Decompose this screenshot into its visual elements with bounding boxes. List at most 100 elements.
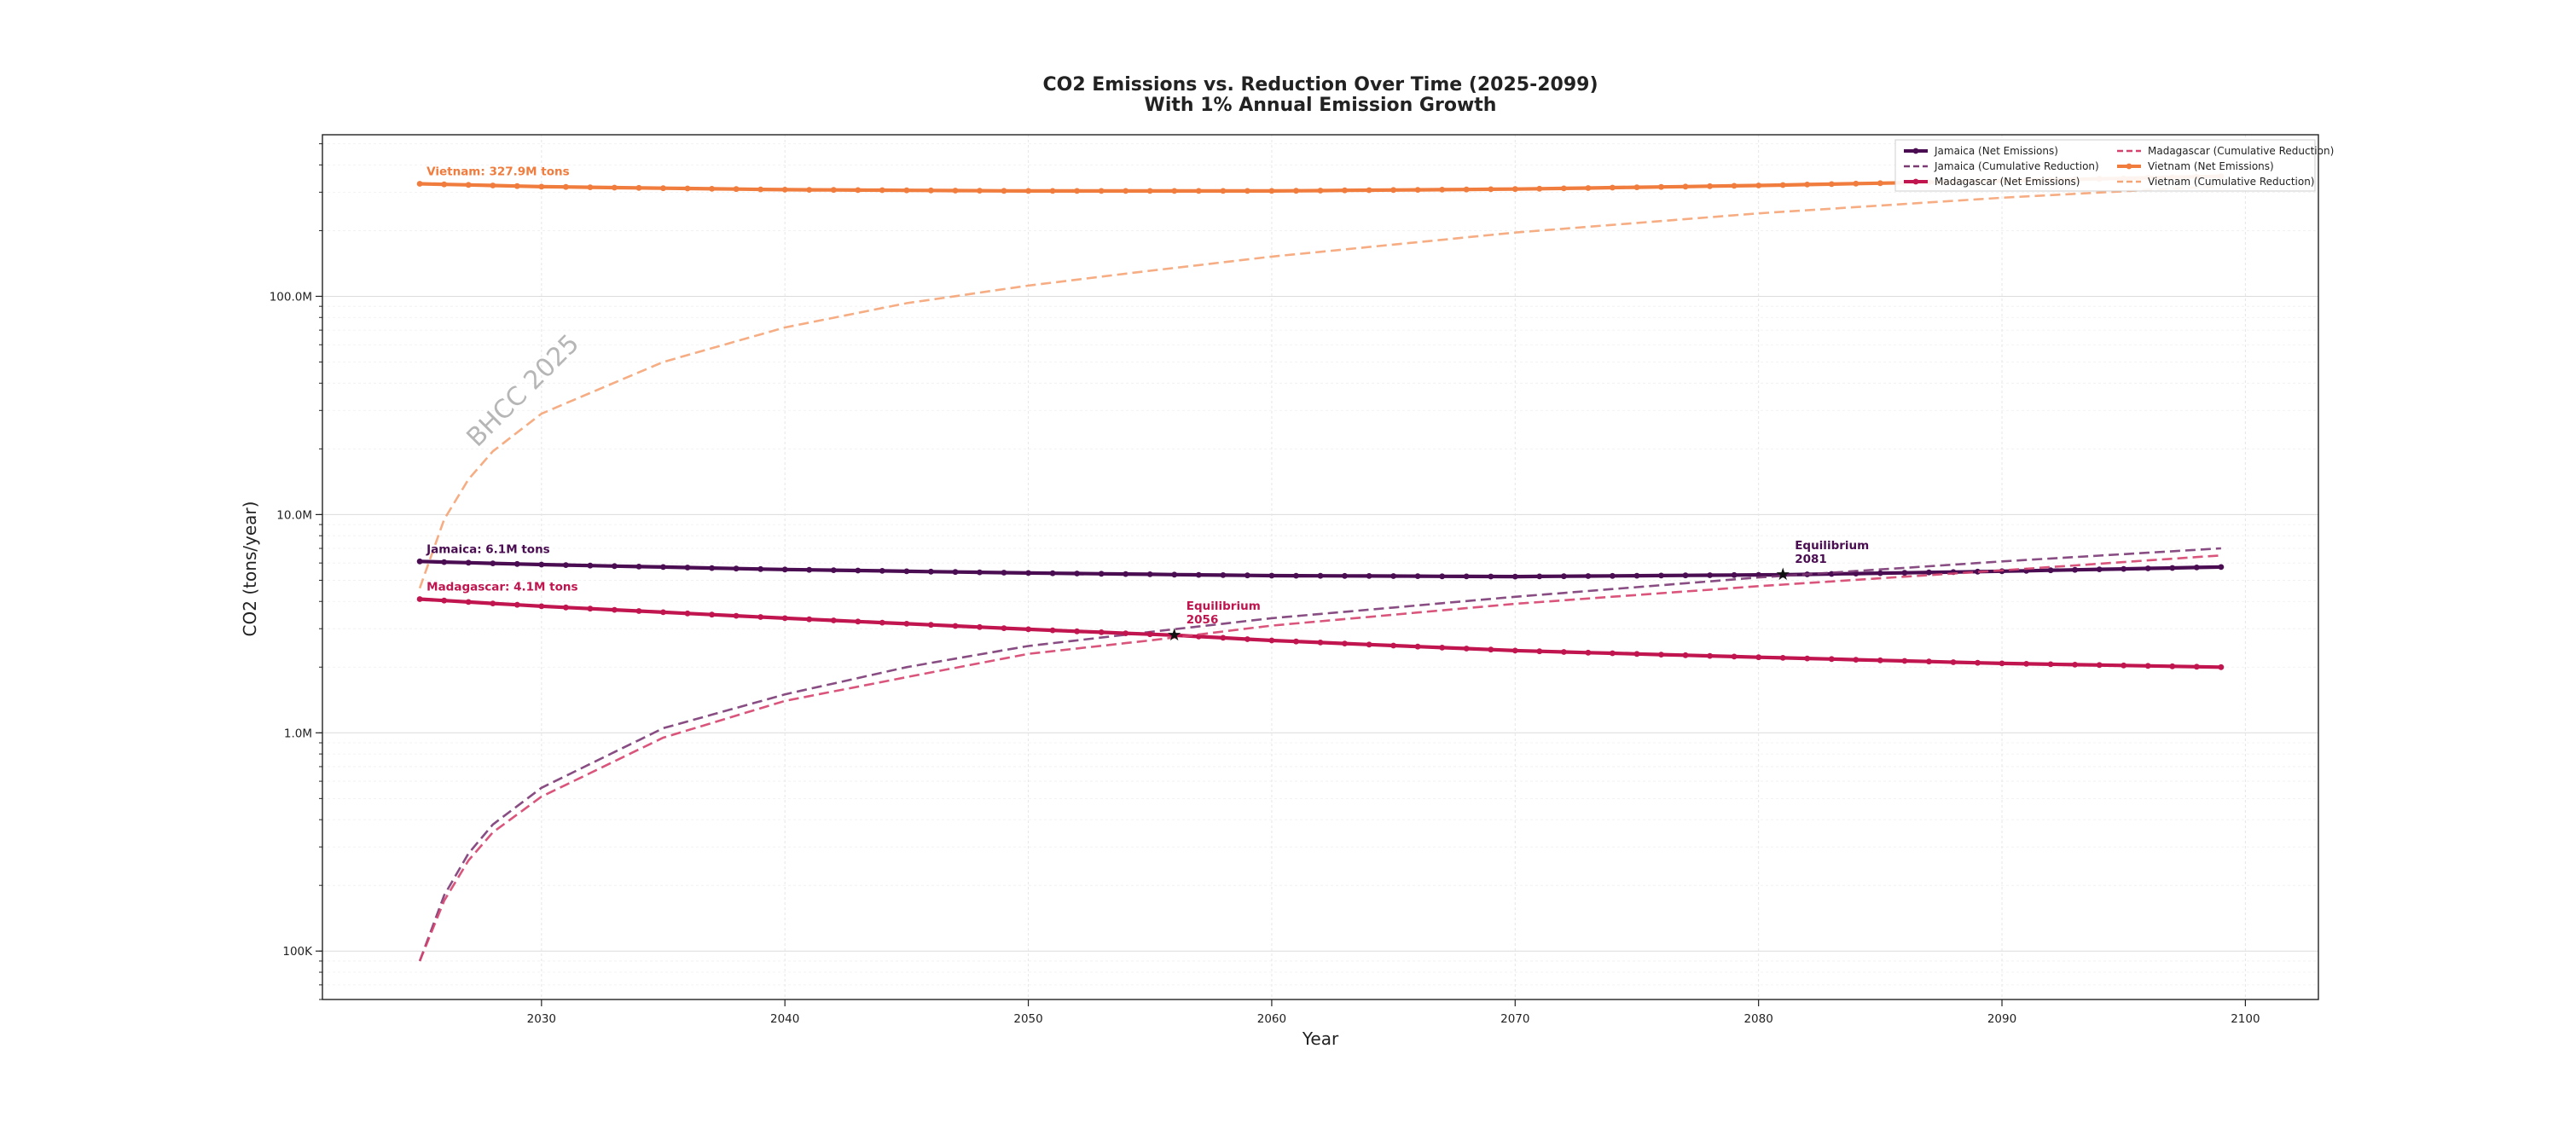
data-point (660, 185, 666, 192)
data-point (781, 615, 788, 622)
data-point (612, 606, 618, 613)
data-point (1049, 188, 1056, 194)
series-0 (416, 558, 2225, 580)
data-point (563, 183, 569, 190)
data-point (757, 614, 764, 620)
series-3 (418, 554, 2221, 962)
data-point (635, 184, 642, 191)
x-tick-label: 2040 (770, 1012, 799, 1026)
legend-marker (1912, 178, 1919, 185)
equilibrium-label: Equilibrium (1795, 539, 1869, 553)
data-point (757, 565, 764, 572)
data-point (1779, 655, 1786, 661)
data-point (1293, 638, 1299, 645)
data-point (1049, 570, 1056, 576)
series-line (418, 554, 2221, 962)
data-point (1707, 652, 1713, 659)
chart-title: CO2 Emissions vs. Reduction Over Time (2… (1042, 74, 1598, 96)
data-point (684, 185, 691, 192)
data-point (1536, 185, 1543, 192)
data-point (1439, 573, 1446, 580)
data-point (1828, 656, 1835, 663)
data-point (513, 183, 520, 189)
data-point (977, 188, 983, 194)
data-point (1390, 642, 1396, 649)
data-point (1195, 188, 1202, 194)
data-point (684, 610, 691, 617)
legend-item: Vietnam (Cumulative Reduction) (2117, 176, 2315, 188)
data-point (928, 187, 934, 194)
data-point (952, 188, 959, 194)
series-line (418, 184, 2221, 589)
data-point (1268, 637, 1275, 644)
data-point (1950, 659, 1957, 665)
data-point (2047, 567, 2054, 574)
data-point (781, 187, 788, 193)
data-point (1755, 183, 1762, 188)
data-point (1463, 646, 1470, 652)
data-point (1633, 184, 1640, 191)
data-point (1682, 183, 1689, 190)
data-point (1293, 572, 1299, 579)
data-point (2121, 565, 2127, 572)
data-point (1633, 572, 1640, 579)
data-point (1074, 188, 1080, 194)
data-point (733, 565, 740, 572)
data-point (1025, 570, 1031, 576)
data-point (563, 604, 569, 611)
data-point (2193, 663, 2200, 670)
data-point (1123, 188, 1129, 194)
x-tick-label: 2100 (2231, 1012, 2260, 1026)
data-point (441, 597, 448, 604)
data-point (1439, 645, 1446, 651)
data-point (1853, 180, 1859, 187)
equilibrium-label: Equilibrium (1186, 600, 1261, 613)
data-point (1390, 187, 1396, 194)
data-point (709, 611, 715, 618)
data-point (2023, 661, 2030, 667)
data-point (1585, 185, 1592, 191)
data-point (1610, 650, 1616, 657)
data-point (1561, 649, 1567, 655)
data-point (1658, 652, 1664, 658)
data-point (855, 618, 862, 625)
data-point (563, 562, 569, 568)
y-tick-label: 10.0M (276, 508, 312, 522)
data-point (1511, 647, 1518, 654)
data-point (1975, 568, 1981, 575)
data-point (490, 600, 496, 606)
data-point (1342, 640, 1348, 646)
x-axis-label: Year (1302, 1028, 1339, 1049)
data-point (830, 617, 837, 623)
x-tick-label: 2050 (1013, 1012, 1042, 1026)
plot-frame (322, 134, 2319, 1000)
data-point (1001, 625, 1007, 631)
data-point (1682, 572, 1689, 579)
data-point (416, 558, 423, 565)
data-point (1463, 573, 1470, 580)
data-point (1561, 573, 1567, 580)
data-point (1853, 657, 1859, 663)
data-point (2096, 566, 2103, 572)
series-2 (416, 596, 2225, 670)
data-point (1731, 571, 1738, 578)
data-point (1317, 640, 1324, 646)
x-tick-label: 2090 (1987, 1012, 2016, 1026)
data-point (1074, 628, 1080, 634)
data-point (855, 187, 862, 194)
data-point (1342, 187, 1348, 194)
equilibrium-year: 2081 (1795, 553, 1827, 566)
data-point (490, 560, 496, 566)
data-point (781, 566, 788, 573)
data-point (1779, 182, 1786, 188)
data-point (830, 187, 837, 194)
data-point (2072, 566, 2079, 573)
data-point (441, 559, 448, 565)
data-point (1731, 653, 1738, 660)
data-point (1220, 634, 1227, 641)
data-point (587, 605, 594, 612)
data-point (2121, 662, 2127, 669)
equilibrium-marker: ★ (1775, 564, 1790, 584)
data-point (977, 569, 983, 576)
